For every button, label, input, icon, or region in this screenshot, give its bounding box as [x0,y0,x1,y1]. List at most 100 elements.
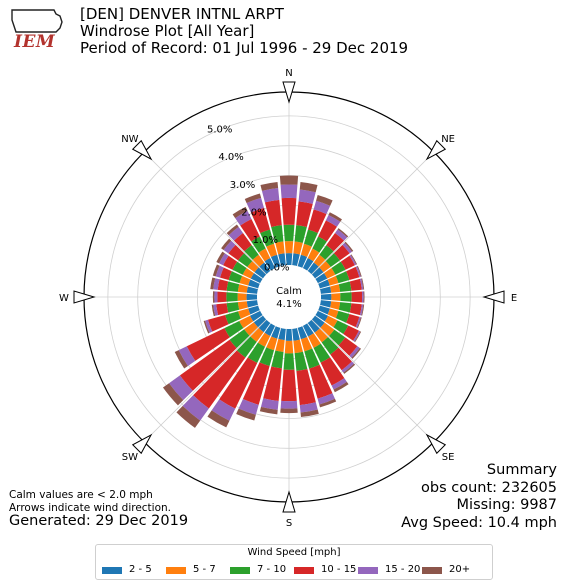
wedge-200-bin-1 [266,336,278,351]
wedge-90-bin-0 [320,293,332,301]
wedge-300-bin-1 [242,268,254,279]
wedge-260-bin-5 [211,304,216,317]
calm-note: Calm values are < 2.0 mph [9,489,153,501]
wedge-130-bin-3 [338,337,358,356]
wedge-80-bin-3 [349,278,362,291]
direction-label-s: S [286,518,292,529]
wedge-210-bin-4 [211,399,236,421]
radial-tick-label: 2.0% [241,207,266,218]
radial-tick-label: 4.0% [218,152,243,163]
wedge-160-bin-3 [309,364,333,399]
wedge-350-bin-2 [271,225,284,243]
wedge-320-bin-0 [259,262,271,275]
wedge-250-bin-0 [248,305,260,315]
grid-spoke [311,151,435,275]
wedge-340-bin-2 [260,229,275,247]
iem-logo: IEM [6,6,68,52]
wedge-70-bin-5 [357,265,362,277]
wedge-190-bin-2 [271,350,284,369]
wedge-0-bin-0 [285,253,293,266]
wedge-350-bin-3 [264,199,282,227]
wedge-60-bin-2 [331,261,346,275]
wedge-260-bin-0 [246,300,258,308]
direction-arrow-icon [282,81,296,104]
wedge-10-bin-0 [292,253,300,266]
wedge-140-bin-4 [341,361,355,373]
wedge-30-bin-2 [312,236,327,253]
wedge-220-bin-3 [193,350,246,409]
wedge-0-bin-2 [283,224,295,242]
wedge-60-bin-1 [324,268,336,279]
wedge-130-bin-1 [320,322,335,337]
direction-label-e: E [511,293,517,304]
iowa-outline-icon [11,9,63,33]
wedge-40-bin-3 [326,232,345,252]
legend-items: 2 - 5 5 - 7 7 - 10 10 - 15 15 - 20 20+ [102,564,486,578]
wedge-200-bin-2 [259,347,275,366]
wedge-160-bin-5 [319,398,337,408]
wedge-270-bin-3 [217,291,227,303]
legend-title: Wind Speed [mph] [247,547,341,558]
wedge-280-bin-2 [226,281,240,292]
page-title: [DEN] DENVER INTNL ARPT [80,5,284,23]
wedge-310-bin-5 [221,238,232,250]
wedge-260-bin-4 [213,304,219,316]
page-subtitle: Windrose Plot [All Year] [80,22,255,40]
wedge-230-bin-5 [162,383,184,406]
wedge-210-bin-3 [219,357,258,409]
chart-legend: Wind Speed [mph] 2 - 5 5 - 7 7 - 10 10 - 15… [95,544,493,580]
wedge-30-bin-0 [302,257,314,271]
wedge-80-bin-2 [338,281,352,292]
wedge-330-bin-4 [235,210,252,226]
wedge-160-bin-4 [317,393,335,405]
wedge-40-bin-4 [335,229,348,241]
wedge-40-bin-5 [337,228,349,238]
wedge-320-bin-3 [233,232,252,252]
wedge-150-bin-1 [308,333,321,348]
summary-box: Summary obs count: 232605 Missing: 9987 … [401,462,557,532]
wedge-50-bin-5 [344,241,354,252]
wedge-60-bin-3 [340,255,355,270]
wedge-330-bin-1 [258,248,271,262]
wedge-110-bin-4 [355,316,361,328]
wedge-0-bin-5 [279,175,299,185]
wedge-80-bin-0 [320,286,332,294]
wedge-230-bin-2 [229,329,250,349]
wedge-220-bin-5 [176,405,201,428]
wedge-200-bin-3 [242,362,270,405]
wedge-0-bin-1 [284,241,294,254]
wedge-330-bin-3 [240,218,260,242]
wedge-250-bin-1 [238,308,251,319]
wedge-300-bin-5 [216,251,225,264]
wedge-130-bin-2 [328,329,346,346]
radial-tick-label: 1.0% [253,235,278,246]
generated-date: Generated: 29 Dec 2019 [9,513,189,529]
logo-text: IEM [14,32,56,52]
wedge-310-bin-0 [254,267,267,279]
wedge-70-bin-2 [335,271,350,284]
wedge-240-bin-2 [224,320,244,338]
wedge-260-bin-1 [237,301,248,310]
wedge-0-bin-4 [280,184,298,199]
wedge-170-bin-3 [296,369,316,406]
direction-label-n: N [285,68,292,79]
wedge-150-bin-0 [302,323,314,337]
wedge-140-bin-2 [321,336,339,355]
direction-label-w: W [59,293,69,304]
wedge-280-bin-3 [217,279,229,291]
wedge-270-bin-2 [226,292,238,302]
wedge-240-bin-3 [186,328,230,361]
wedge-230-bin-1 [244,322,258,336]
wedge-270-bin-5 [212,291,215,303]
wedge-170-bin-5 [300,409,319,417]
wedge-310-bin-3 [228,244,245,261]
grid-spoke [143,319,267,443]
legend-label: 5 - 7 [193,564,216,575]
missing-count: Missing: 9987 [456,497,557,513]
direction-labels: N NE E SE S SW W NW [59,68,517,529]
wedge-100-bin-5 [361,304,365,316]
wedge-110-bin-5 [357,317,362,329]
period-of-record: Period of Record: 01 Jul 1996 - 29 Dec 2… [80,39,409,57]
radial-tick-labels: 0.0% 1.0% 2.0% 3.0% 4.0% 5.0% [207,125,289,274]
wedge-350-bin-4 [261,187,280,203]
